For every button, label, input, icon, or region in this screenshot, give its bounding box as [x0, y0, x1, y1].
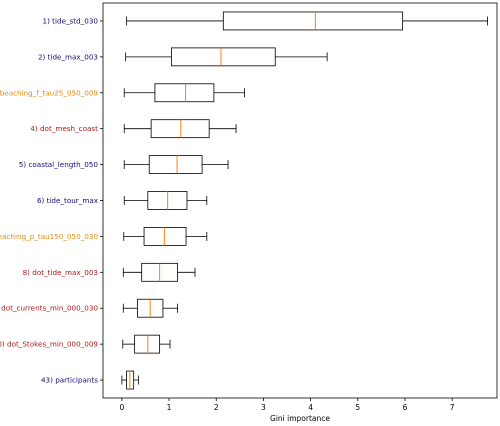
x-axis-ticks: 0 1 2 3 4 5 6 7 [119, 398, 455, 412]
y-tick-label: 2) tide_max_003 [38, 52, 98, 61]
x-tick-label: 5 [355, 403, 360, 412]
y-tick-label: 3) beaching_f_tau25_050_009 [0, 88, 98, 97]
box-iqr [134, 334, 161, 354]
y-tick-label: 6) tide_tour_max [37, 196, 99, 205]
x-tick-label: 6 [403, 403, 408, 412]
box-1 [126, 11, 488, 31]
box-5 [123, 155, 229, 174]
box-8 [122, 262, 196, 282]
x-axis-label: Gini importance [270, 414, 330, 423]
box-7 [123, 227, 208, 246]
box-iqr [148, 155, 203, 174]
y-tick-label: 7) beaching_p_tau150_050_030 [0, 232, 98, 241]
y-tick-labels: 1) tide_std_030 2) tide_max_003 3) beachin… [0, 16, 103, 385]
y-tick-label: 43) participants [41, 376, 98, 385]
box-iqr [150, 119, 210, 139]
y-tick-label: 1) tide_std_030 [43, 16, 99, 25]
box-2 [125, 47, 328, 67]
x-tick-label: 4 [308, 403, 313, 412]
y-tick-label: 4) dot_mesh_coast [30, 124, 98, 133]
y-tick-label: 9) dot_currents_min_000_030 [0, 304, 98, 313]
x-tick-label: 0 [119, 403, 124, 412]
box-3 [123, 83, 245, 103]
box-6 [123, 191, 208, 210]
x-tick-label: 2 [214, 403, 219, 412]
y-tick-label: 8) dot_tide_max_003 [23, 268, 98, 277]
boxes-layer [121, 11, 488, 390]
box-11 [121, 370, 139, 390]
box-10 [122, 334, 171, 354]
box-4 [123, 119, 237, 139]
x-tick-label: 1 [167, 403, 172, 412]
box-iqr [171, 47, 276, 67]
y-tick-label: 10) dot_Stokes_min_000_009 [0, 340, 98, 349]
x-tick-label: 3 [261, 403, 266, 412]
y-tick-label: 5) coastal_length_050 [19, 160, 99, 169]
x-tick-label: 7 [450, 403, 455, 412]
box-9 [122, 298, 178, 318]
plot-area [102, 2, 498, 399]
box-iqr [222, 11, 404, 31]
box-iqr [154, 83, 215, 103]
box-iqr [143, 227, 187, 246]
